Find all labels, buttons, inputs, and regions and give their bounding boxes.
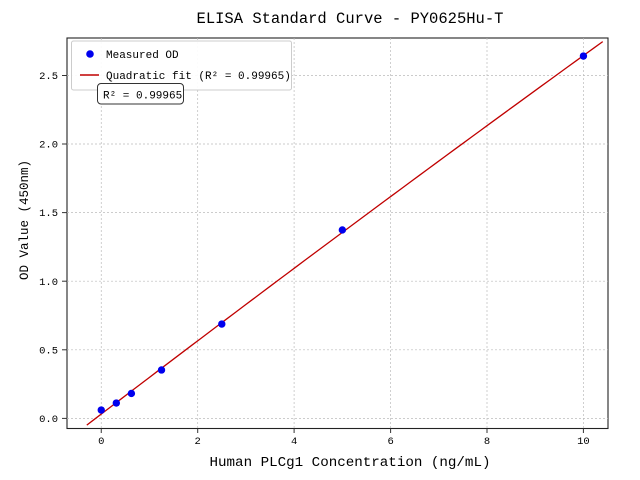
svg-text:6: 6	[387, 436, 393, 448]
svg-text:0: 0	[98, 436, 104, 448]
svg-text:2: 2	[195, 436, 201, 448]
svg-text:8: 8	[484, 436, 490, 448]
svg-text:Measured OD: Measured OD	[106, 50, 179, 62]
svg-text:Quadratic fit (R² = 0.99965): Quadratic fit (R² = 0.99965)	[106, 71, 291, 83]
svg-text:1.5: 1.5	[39, 208, 58, 220]
svg-text:0.5: 0.5	[39, 345, 58, 357]
svg-text:R² = 0.99965: R² = 0.99965	[103, 91, 182, 103]
svg-text:2.5: 2.5	[39, 71, 58, 83]
svg-text:0.0: 0.0	[39, 414, 58, 426]
svg-text:2.0: 2.0	[39, 140, 58, 152]
svg-text:10: 10	[577, 436, 590, 448]
svg-text:OD Value (450nm): OD Value (450nm)	[18, 160, 32, 280]
svg-text:Human PLCg1 Concentration (ng/: Human PLCg1 Concentration (ng/mL)	[210, 455, 491, 471]
svg-text:4: 4	[291, 436, 297, 448]
svg-text:1.0: 1.0	[39, 277, 58, 289]
svg-text:ELISA Standard Curve - PY0625H: ELISA Standard Curve - PY0625Hu-T	[197, 10, 504, 28]
